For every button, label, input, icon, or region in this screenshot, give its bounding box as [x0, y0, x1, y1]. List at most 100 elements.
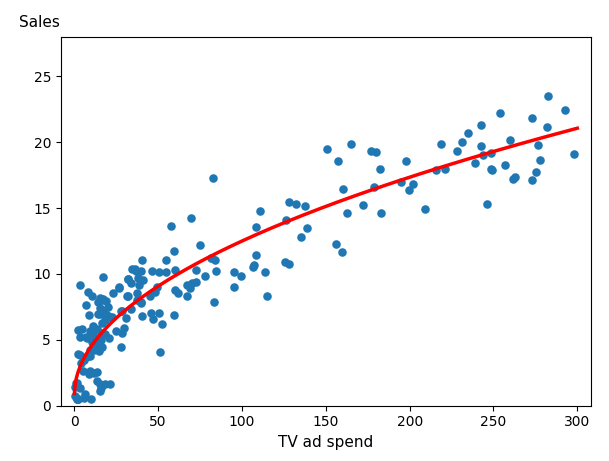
Point: [86, 396, 96, 403]
Point: [137, 256, 147, 264]
Point: [92, 368, 102, 375]
Point: [96, 329, 106, 337]
Point: [431, 166, 441, 173]
Point: [300, 202, 310, 209]
Point: [92, 377, 102, 384]
Point: [123, 292, 133, 299]
X-axis label: TV ad spend: TV ad spend: [278, 435, 373, 450]
Point: [96, 384, 105, 391]
Point: [229, 283, 239, 290]
Point: [476, 122, 485, 129]
Point: [435, 140, 445, 148]
Point: [505, 136, 515, 144]
Point: [85, 346, 94, 354]
Point: [371, 148, 381, 156]
Point: [95, 380, 105, 387]
Point: [200, 273, 209, 280]
Point: [118, 308, 127, 315]
Point: [130, 265, 140, 272]
Point: [93, 311, 102, 318]
Point: [83, 353, 93, 360]
Point: [90, 369, 99, 377]
Point: [92, 340, 102, 348]
Point: [121, 314, 131, 322]
Point: [116, 344, 126, 351]
Point: [463, 129, 473, 136]
Point: [88, 331, 98, 339]
Point: [452, 148, 462, 155]
Point: [85, 352, 94, 359]
Point: [322, 145, 331, 152]
Point: [486, 149, 496, 156]
Point: [262, 293, 272, 300]
Point: [82, 333, 91, 340]
Point: [501, 161, 510, 169]
Point: [281, 217, 290, 224]
Point: [122, 275, 132, 283]
Point: [126, 279, 136, 286]
Point: [208, 175, 218, 182]
Point: [104, 335, 114, 342]
Point: [80, 390, 90, 398]
Point: [83, 370, 93, 378]
Point: [80, 301, 90, 308]
Point: [72, 396, 82, 403]
Point: [186, 215, 196, 222]
Point: [79, 394, 89, 402]
Point: [92, 345, 102, 353]
Point: [367, 148, 376, 155]
Point: [96, 310, 105, 317]
Point: [81, 353, 91, 360]
Point: [76, 384, 85, 391]
Point: [157, 321, 167, 328]
Point: [137, 313, 147, 320]
Point: [114, 284, 124, 292]
Point: [136, 300, 146, 307]
Point: [94, 347, 104, 355]
Point: [86, 332, 96, 339]
Point: [482, 201, 492, 208]
Point: [100, 380, 110, 388]
Point: [532, 168, 541, 176]
Point: [134, 281, 144, 289]
Point: [359, 201, 368, 209]
Point: [100, 330, 110, 337]
Point: [166, 223, 176, 230]
Point: [99, 273, 108, 281]
Point: [105, 380, 115, 387]
Point: [88, 322, 97, 330]
Point: [85, 312, 94, 319]
Point: [105, 313, 115, 321]
Point: [83, 335, 93, 342]
Point: [252, 224, 261, 231]
Point: [369, 183, 379, 191]
Point: [280, 258, 289, 266]
Point: [476, 142, 485, 149]
Point: [99, 295, 108, 302]
Point: [108, 290, 118, 297]
Point: [342, 210, 351, 217]
Point: [76, 351, 85, 359]
Point: [97, 319, 107, 327]
Point: [73, 326, 83, 334]
Point: [173, 289, 183, 296]
Point: [72, 395, 82, 402]
Point: [303, 225, 312, 232]
Text: Sales: Sales: [18, 14, 60, 30]
Point: [478, 151, 488, 159]
Point: [111, 327, 121, 334]
Point: [510, 173, 520, 181]
Point: [93, 325, 102, 333]
Point: [191, 267, 201, 274]
Point: [70, 392, 80, 400]
Point: [569, 151, 579, 158]
Point: [181, 293, 191, 300]
Point: [87, 292, 97, 300]
Point: [260, 268, 270, 276]
Point: [209, 298, 219, 306]
Point: [333, 158, 343, 165]
Point: [169, 312, 178, 319]
Point: [187, 280, 197, 287]
Point: [102, 297, 111, 304]
Point: [182, 282, 192, 289]
